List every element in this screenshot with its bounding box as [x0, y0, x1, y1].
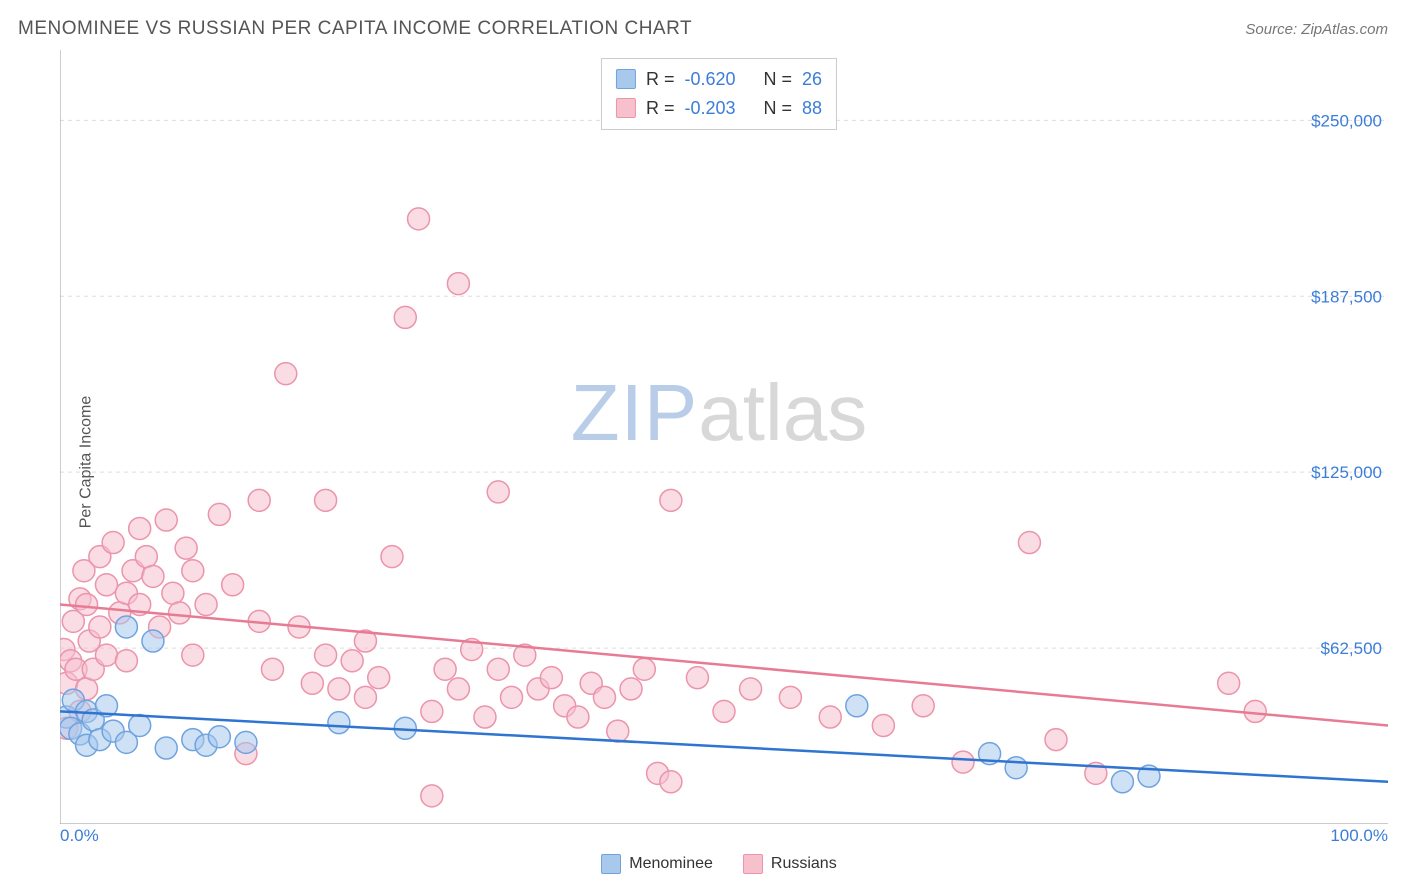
n-value: 26	[802, 65, 822, 94]
x-tick-min: 0.0%	[60, 826, 99, 846]
r-label: R =	[646, 65, 675, 94]
chart-header: MENOMINEE VS RUSSIAN PER CAPITA INCOME C…	[18, 18, 1388, 40]
legend-swatch-series1	[601, 854, 621, 874]
source-prefix: Source:	[1245, 21, 1301, 38]
svg-text:$125,000: $125,000	[1311, 463, 1382, 482]
chart-title: MENOMINEE VS RUSSIAN PER CAPITA INCOME C…	[18, 18, 692, 40]
legend-label-series2: Russians	[771, 855, 837, 873]
legend-swatch-series1	[616, 69, 636, 89]
svg-text:$62,500: $62,500	[1321, 639, 1382, 658]
legend-label-series1: Menominee	[629, 855, 713, 873]
source-name: ZipAtlas.com	[1301, 21, 1388, 38]
x-axis-tick-labels: 0.0% 100.0%	[60, 826, 1388, 846]
legend-swatch-series2	[743, 854, 763, 874]
source-attribution: Source: ZipAtlas.com	[1245, 21, 1388, 38]
chart-container: Per Capita Income R = -0.620 N = 26 R = …	[50, 50, 1388, 874]
scatter-plot: $62,500 $125,000 $187,500 $250,000	[60, 50, 1388, 824]
r-value: -0.620	[684, 65, 735, 94]
n-label: N =	[764, 94, 793, 123]
legend-swatch-series2	[616, 98, 636, 118]
series-legend: Menominee Russians	[50, 854, 1388, 874]
legend-item-series1: Menominee	[601, 854, 713, 874]
svg-text:$187,500: $187,500	[1311, 287, 1382, 306]
n-label: N =	[764, 65, 793, 94]
x-tick-max: 100.0%	[1330, 826, 1388, 846]
correlation-legend: R = -0.620 N = 26 R = -0.203 N = 88	[601, 58, 837, 130]
legend-row-series1: R = -0.620 N = 26	[616, 65, 822, 94]
svg-text:$250,000: $250,000	[1311, 111, 1382, 130]
r-label: R =	[646, 94, 675, 123]
n-value: 88	[802, 94, 822, 123]
legend-item-series2: Russians	[743, 854, 837, 874]
legend-row-series2: R = -0.203 N = 88	[616, 94, 822, 123]
r-value: -0.203	[684, 94, 735, 123]
